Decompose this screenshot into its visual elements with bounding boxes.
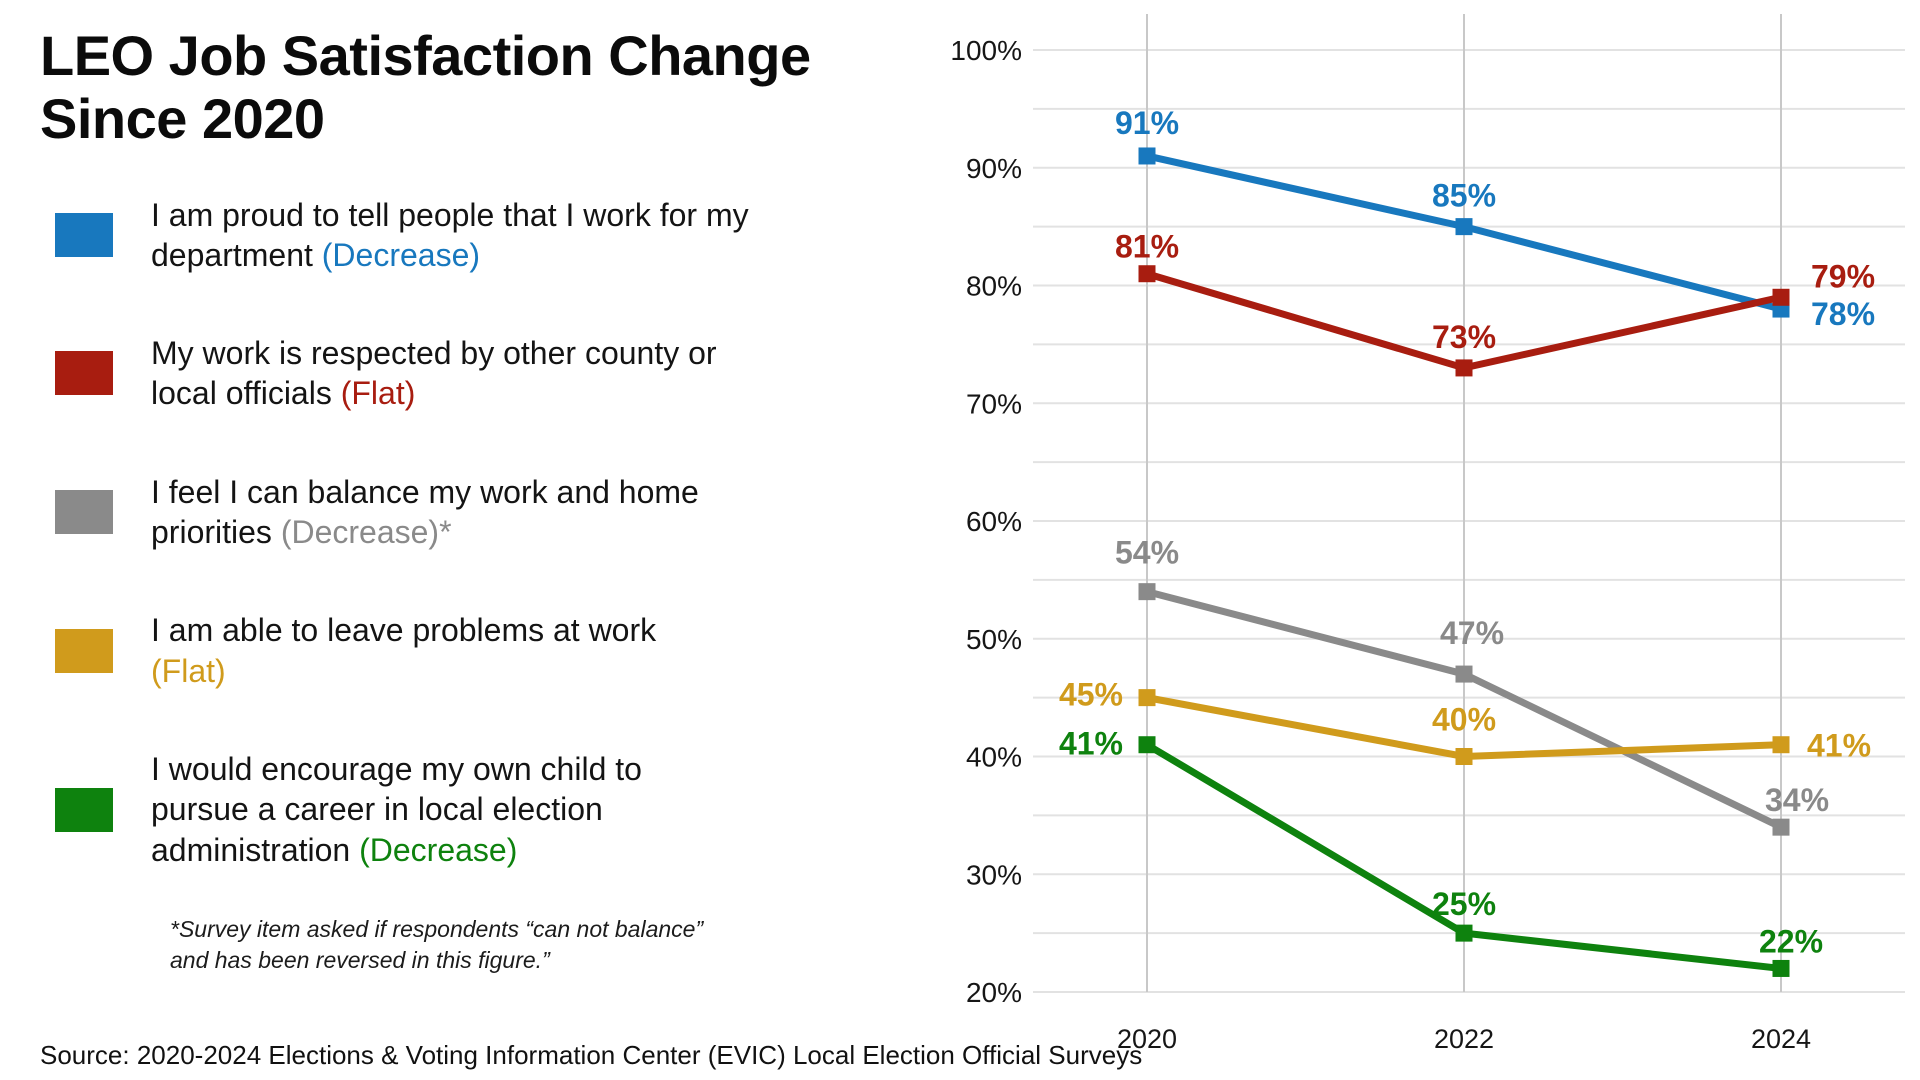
legend-item-text: I feel I can balance my work and home pr… xyxy=(151,473,699,551)
line-chart: 100% 90% 80% 70% 60% 50% 40% 30% 20% 2020 2022 2024… xyxy=(950,14,1905,1054)
data-point-marker xyxy=(1455,748,1473,765)
legend-item-text: My work is respected by other county or … xyxy=(151,335,717,412)
legend-item-text: I am proud to tell people that I work fo… xyxy=(151,196,749,273)
legend-item: My work is respected by other county or … xyxy=(55,333,920,414)
data-point-marker xyxy=(1138,583,1156,601)
data-point-label: 40% xyxy=(1432,702,1496,738)
legend-swatch xyxy=(55,787,113,832)
data-point-label: 47% xyxy=(1440,615,1504,651)
data-point-label: 78% xyxy=(1811,296,1875,332)
footnote: *Survey item asked if respondents “can n… xyxy=(170,915,704,974)
page-title: LEO Job Satisfaction Change Since 2020 xyxy=(40,24,811,151)
legend-item-label: I would encourage my own child to pursue… xyxy=(151,749,661,870)
data-point-label: 22% xyxy=(1759,923,1823,959)
data-point-marker xyxy=(1772,818,1790,836)
y-axis-tick-label: 40% xyxy=(966,742,1022,773)
legend-item: I am proud to tell people that I work fo… xyxy=(55,195,920,276)
y-axis-tick-label: 50% xyxy=(966,624,1022,655)
data-point-marker xyxy=(1772,736,1790,754)
legend-item: I feel I can balance my work and home pr… xyxy=(55,472,920,553)
legend-swatch xyxy=(55,490,113,535)
data-point-label: 41% xyxy=(1807,728,1871,764)
legend-trend-label: (Decrease) xyxy=(321,236,481,273)
data-point-label: 79% xyxy=(1811,258,1875,294)
data-point-marker xyxy=(1455,924,1473,942)
data-point-marker xyxy=(1455,359,1473,377)
legend-item-label: I feel I can balance my work and home pr… xyxy=(151,472,731,553)
legend-item: I would encourage my own child to pursue… xyxy=(55,749,920,870)
data-point-label: 54% xyxy=(1115,535,1179,571)
data-point-label: 41% xyxy=(1059,726,1123,762)
x-axis-tick-label: 2022 xyxy=(1434,1024,1494,1054)
chart-legend: I am proud to tell people that I work fo… xyxy=(40,195,920,870)
legend-item-label: I am able to leave problems at work (Fla… xyxy=(151,610,696,691)
legend-item-label: I am proud to tell people that I work fo… xyxy=(151,195,751,276)
y-axis-tick-label: 70% xyxy=(966,388,1022,419)
legend-swatch xyxy=(55,212,113,257)
x-axis-tick-label: 2020 xyxy=(1117,1024,1177,1054)
data-point-marker xyxy=(1138,736,1156,754)
data-point-label: 34% xyxy=(1765,782,1829,818)
legend-trend-label: (Decrease) xyxy=(359,831,518,868)
data-point-label: 81% xyxy=(1115,229,1179,265)
legend-trend-label: (Flat) xyxy=(340,375,416,412)
left-panel: LEO Job Satisfaction Change Since 2020 I… xyxy=(40,24,920,976)
source-line: Source: 2020-2024 Elections & Voting Inf… xyxy=(40,1040,1143,1070)
legend-item-label: My work is respected by other county or … xyxy=(151,333,721,414)
data-point-marker xyxy=(1138,265,1156,283)
legend-swatch xyxy=(55,628,113,673)
legend-swatch xyxy=(55,351,113,396)
y-axis-tick-label: 90% xyxy=(966,153,1022,184)
legend-trend-label: (Decrease)* xyxy=(280,514,452,551)
data-point-label: 45% xyxy=(1059,677,1123,713)
data-point-label: 73% xyxy=(1432,319,1496,355)
data-point-marker xyxy=(1455,665,1473,683)
legend-item: I am able to leave problems at work (Fla… xyxy=(55,610,920,691)
y-axis-tick-label: 60% xyxy=(966,506,1022,537)
y-axis-tick-label: 100% xyxy=(950,35,1022,66)
x-axis-tick-label: 2024 xyxy=(1751,1024,1811,1054)
data-point-marker xyxy=(1772,959,1790,977)
data-point-marker xyxy=(1138,689,1156,707)
y-axis-tick-label: 30% xyxy=(966,859,1022,890)
legend-item-text: I am able to leave problems at work xyxy=(151,612,657,649)
data-point-label: 25% xyxy=(1432,886,1496,922)
data-point-marker xyxy=(1455,218,1473,236)
legend-item-text: I would encourage my own child to pursue… xyxy=(151,751,642,868)
y-axis-tick-label: 80% xyxy=(966,271,1022,302)
y-axis-tick-label: 20% xyxy=(966,977,1022,1008)
data-point-marker xyxy=(1138,147,1156,165)
data-point-label: 85% xyxy=(1432,178,1496,214)
legend-trend-label: (Flat) xyxy=(151,652,226,689)
data-point-label: 91% xyxy=(1115,105,1179,141)
data-point-marker xyxy=(1772,288,1790,306)
